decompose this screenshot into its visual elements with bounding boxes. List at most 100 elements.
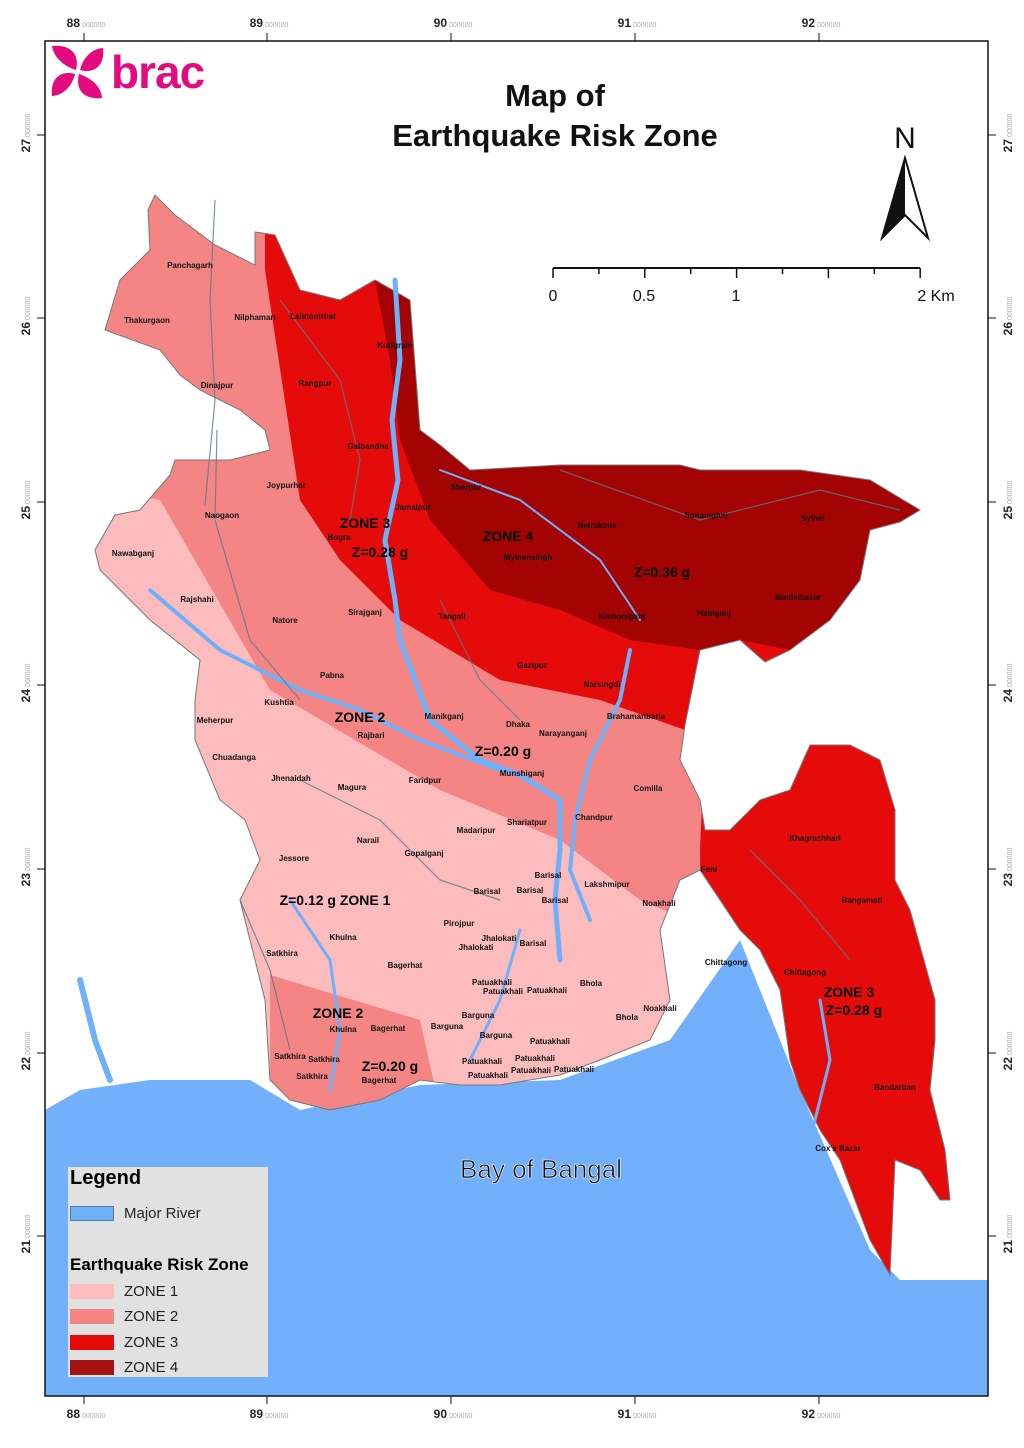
lat-tick-label: 25	[19, 506, 33, 520]
district-label: Rajshahi	[180, 595, 213, 604]
lon-tick-suffix: 000000	[265, 1413, 288, 1420]
river-swatch	[70, 1206, 114, 1221]
district-label: Munshiganj	[500, 769, 544, 778]
lat-tick-label: 27	[19, 139, 33, 153]
lon-tick-label: 91	[618, 16, 632, 30]
district-label: Bhola	[616, 1013, 639, 1022]
district-label: Habiganj	[697, 609, 731, 618]
district-label: Rangpur	[299, 379, 332, 388]
lat-tick-suffix: 000000	[25, 664, 32, 687]
lat-tick-suffix: 000000	[25, 848, 32, 871]
lat-tick-label: 24	[1001, 689, 1015, 703]
scale-label: 0	[549, 288, 558, 305]
district-label: Manikganj	[424, 712, 463, 721]
district-label: Magura	[338, 783, 367, 792]
district-label: Barisal	[517, 886, 544, 895]
scale-label: 0.5	[633, 288, 655, 305]
lat-tick-suffix: 000000	[25, 114, 32, 137]
district-label: Feni	[701, 865, 717, 874]
district-label: Gaibandha	[347, 442, 389, 451]
zone-label: Z=0.28 g	[826, 1002, 882, 1018]
legend-item-zone-2: ZONE 2	[70, 1308, 178, 1325]
district-label: Lalmonirhat	[290, 312, 336, 321]
lon-tick-label: 91	[618, 1407, 632, 1421]
district-label: Satkhira	[296, 1072, 328, 1081]
district-label: Patuakhali	[462, 1057, 502, 1066]
district-label: Bandarban	[874, 1083, 916, 1092]
district-label: Pabna	[320, 671, 345, 680]
district-label: Shariatpur	[507, 818, 547, 827]
lon-tick-label: 90	[434, 16, 448, 30]
district-label: Netrakona	[577, 521, 617, 530]
legend-label: ZONE 4	[124, 1359, 179, 1376]
district-label: Patuakhali	[530, 1037, 570, 1046]
district-label: Bagerhat	[362, 1076, 397, 1085]
district-label: Chandpur	[575, 813, 613, 822]
district-label: Bhola	[580, 979, 603, 988]
lat-tick-suffix: 000000	[25, 1032, 32, 1055]
lat-tick-label: 21	[1001, 1240, 1015, 1254]
district-label: Dhaka	[506, 720, 531, 729]
district-label: Satkhira	[266, 949, 298, 958]
district-label: Narsingdi	[584, 680, 621, 689]
legend-zone-title: Earthquake Risk Zone	[70, 1255, 249, 1274]
district-label: Maulvibazar	[775, 593, 821, 602]
zone-label: Z=0.28 g	[352, 544, 408, 560]
district-label: Dinajpur	[201, 381, 233, 390]
district-label: Joypurhat	[267, 481, 306, 490]
lon-tick-suffix: 000000	[817, 22, 840, 29]
lon-tick-label: 88	[67, 16, 81, 30]
zone-label: Z=0.36 g	[634, 564, 690, 580]
legend-label: ZONE 3	[124, 1334, 179, 1351]
lat-tick-label: 23	[1001, 873, 1015, 887]
district-label: Sherpur	[451, 483, 482, 492]
district-label: Meherpur	[197, 716, 233, 725]
zone-1-swatch	[70, 1284, 114, 1299]
district-label: Madaripur	[457, 826, 496, 835]
north-label: N	[894, 122, 916, 155]
district-label: Cox's Bazar	[815, 1144, 860, 1153]
north-arrow: N	[879, 122, 931, 242]
district-label: Mymensingh	[504, 553, 553, 562]
scale-label: 2 Km	[917, 288, 954, 305]
district-label: Bagerhat	[388, 961, 423, 970]
lon-tick-suffix: 000000	[265, 22, 288, 29]
district-label: Chuadanga	[212, 753, 256, 762]
district-label: Natore	[272, 616, 298, 625]
zone-label: ZONE 3	[340, 515, 391, 531]
district-label: Faridpur	[409, 776, 441, 785]
district-label: Sylhet	[801, 514, 825, 523]
district-label: Patuakhali	[483, 987, 523, 996]
district-label: Barisal	[542, 896, 569, 905]
lat-tick-suffix: 000000	[1007, 848, 1014, 871]
district-label: Barisal	[520, 939, 547, 948]
scale-bar: 0 0.5 1 2 Km	[549, 267, 955, 305]
lat-tick-suffix: 000000	[1007, 1215, 1014, 1238]
district-label: Brahamanbaria	[607, 712, 666, 721]
lat-tick-suffix: 000000	[1007, 1032, 1014, 1055]
district-label: Jhalokati	[459, 943, 494, 952]
lon-tick-suffix: 000000	[449, 1413, 472, 1420]
district-label: Bagerhat	[371, 1024, 406, 1033]
district-label: Bogra	[327, 533, 351, 542]
legend-label: Major River	[124, 1205, 201, 1222]
district-label: Chittagong	[784, 968, 826, 977]
district-label: Pirojpur	[444, 919, 475, 928]
district-label: Barguna	[462, 1011, 495, 1020]
district-label: Satkhira	[274, 1052, 306, 1061]
lat-tick-label: 23	[19, 873, 33, 887]
district-label: Patuakhali	[472, 978, 512, 987]
zone-label: Z=0.20 g	[362, 1058, 418, 1074]
district-label: Noakhali	[643, 1004, 676, 1013]
zone-label: Z=0.12 g ZONE 1	[280, 892, 391, 908]
district-label: Barisal	[474, 887, 501, 896]
map-title: Map of Earthquake Risk Zone	[330, 76, 780, 156]
lon-tick-suffix: 000000	[82, 22, 105, 29]
lat-tick-label: 26	[1001, 322, 1015, 336]
major-rivers	[77, 277, 832, 1162]
district-label: Patuakhali	[511, 1066, 551, 1075]
district-label: Patuakhali	[527, 986, 567, 995]
district-label: Jhenaidah	[271, 774, 311, 783]
sea-label: Bay of Bangal	[460, 1154, 622, 1184]
district-label: Barguna	[480, 1031, 513, 1040]
